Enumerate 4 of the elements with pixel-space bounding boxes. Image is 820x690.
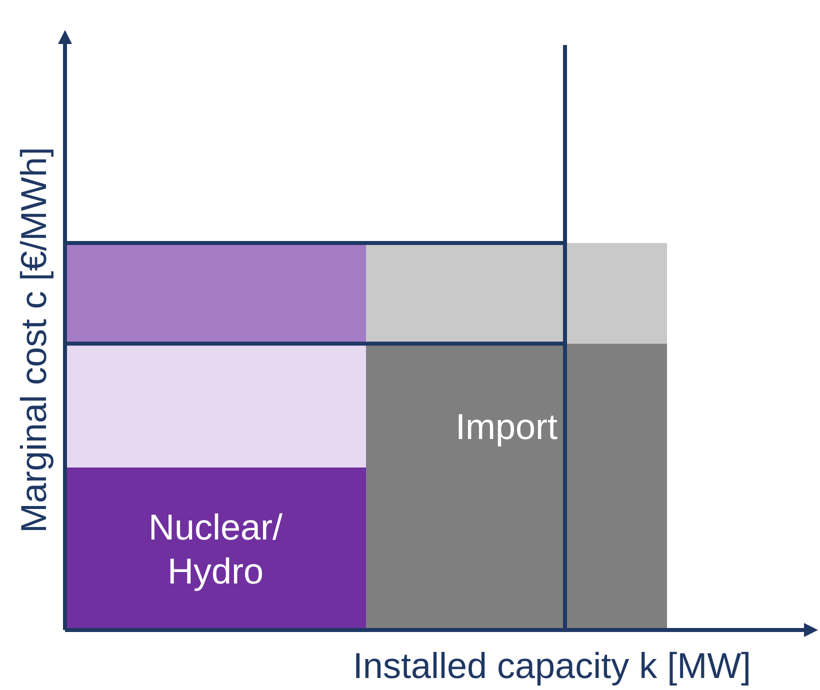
y-axis-title: Marginal cost c [€/MWh] xyxy=(13,146,54,534)
x-tick-label: Nuclear/ Hydro xyxy=(148,506,283,592)
x-tick-label: Import xyxy=(455,406,558,447)
x-axis-title: Installed capacity k [MW] xyxy=(352,645,752,686)
